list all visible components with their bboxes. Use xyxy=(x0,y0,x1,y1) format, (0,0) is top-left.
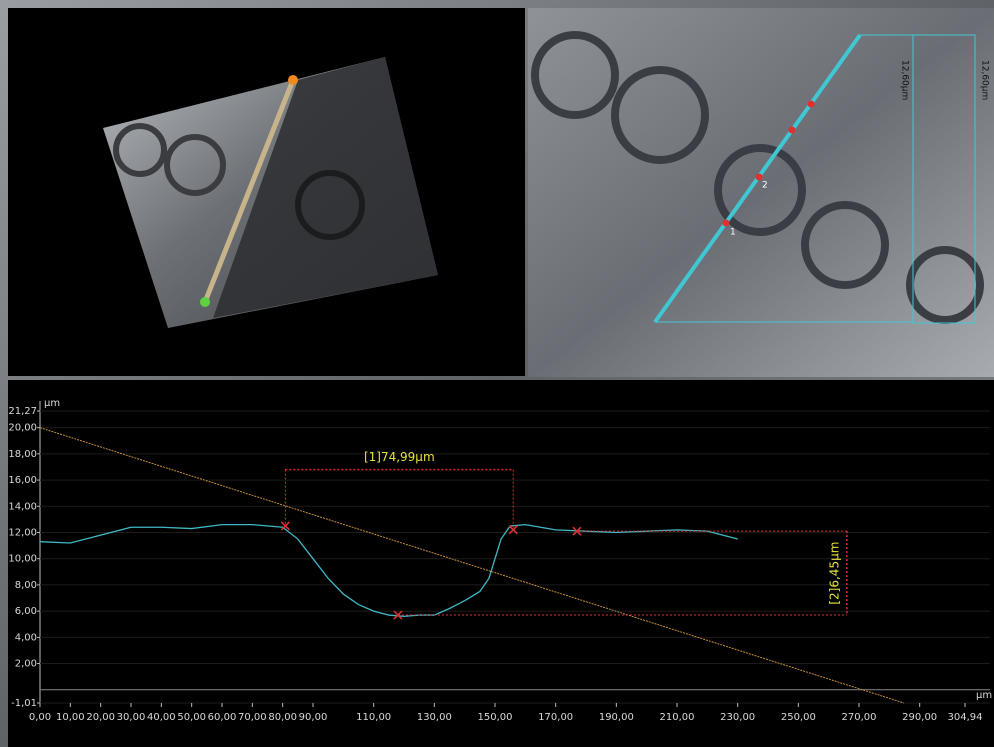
y-tick-label: 21,27 xyxy=(8,406,37,417)
profile-series xyxy=(39,427,905,704)
profile-series xyxy=(39,523,738,618)
profile-line xyxy=(202,79,296,303)
start-point xyxy=(200,297,210,307)
point-marker xyxy=(755,173,763,181)
x-tick-label: 130,00 xyxy=(417,712,452,723)
x-tick-label: 170,00 xyxy=(538,712,573,723)
x-tick-label: 270,00 xyxy=(842,712,877,723)
sample-shadow xyxy=(213,57,438,318)
point-marker xyxy=(788,126,796,134)
x-tick-label: 230,00 xyxy=(720,712,755,723)
x-tick-label: 20,00 xyxy=(86,712,115,723)
point-marker xyxy=(722,219,730,227)
x-tick-label: 190,00 xyxy=(599,712,634,723)
chart-area: µm µm -1,01 2,00 4,00 6,00 8,00 10,00 12,00 14,00… xyxy=(8,398,992,723)
crater xyxy=(714,144,806,236)
point-marker xyxy=(393,610,403,620)
annotation: [2]6,45µm xyxy=(827,542,841,605)
crater xyxy=(531,31,619,119)
crater xyxy=(801,201,889,289)
crater xyxy=(906,246,984,324)
crater xyxy=(164,134,226,196)
view-2d xyxy=(528,8,994,377)
x-tick-label: 210,00 xyxy=(660,712,695,723)
y-tick-label: 18,00 xyxy=(8,449,37,460)
x-tick-label: 150,00 xyxy=(478,712,513,723)
point-marker xyxy=(508,525,518,535)
y-tick-label: 8,00 xyxy=(15,580,37,591)
x-tick-label: 60,00 xyxy=(208,712,237,723)
x-tick-label: 90,00 xyxy=(299,712,328,723)
x-unit: µm xyxy=(976,690,992,701)
scale-label: 12,60µm xyxy=(980,60,990,100)
end-point xyxy=(288,75,298,85)
y-tick-label: 12,00 xyxy=(8,527,37,538)
crater xyxy=(295,170,365,240)
x-tick-label: 110,00 xyxy=(356,712,391,723)
y-tick-label: 6,00 xyxy=(15,606,37,617)
y-tick-label: 14,00 xyxy=(8,501,37,512)
point-marker xyxy=(280,521,290,531)
x-tick-label: 0,00 xyxy=(29,712,51,723)
profile-chart xyxy=(8,380,994,747)
scale-label: 12,60µm xyxy=(900,60,910,100)
x-tick-label: 304,94 xyxy=(948,712,983,723)
x-tick-label: 70,00 xyxy=(238,712,267,723)
crater xyxy=(113,123,167,177)
x-tick-label: 40,00 xyxy=(147,712,176,723)
y-tick-label: 20,00 xyxy=(8,423,37,434)
y-unit: µm xyxy=(44,398,60,409)
x-tick-label: 80,00 xyxy=(268,712,297,723)
y-tick-label: -1,01 xyxy=(11,698,37,709)
y-tick-label: 2,00 xyxy=(15,659,37,670)
x-tick-label: 30,00 xyxy=(117,712,146,723)
x-tick-label: 50,00 xyxy=(177,712,206,723)
roi-box xyxy=(912,34,976,324)
point-marker xyxy=(572,526,582,536)
y-tick-label: 16,00 xyxy=(8,475,37,486)
point-marker xyxy=(807,100,815,108)
x-tick-label: 10,00 xyxy=(56,712,85,723)
point-label: 1 xyxy=(730,228,736,238)
point-label: 2 xyxy=(762,181,768,191)
x-tick-label: 290,00 xyxy=(902,712,937,723)
y-tick-label: 4,00 xyxy=(15,632,37,643)
x-tick-label: 250,00 xyxy=(781,712,816,723)
crater xyxy=(611,66,709,164)
annotation: [1]74,99µm xyxy=(364,450,435,464)
y-tick-label: 10,00 xyxy=(8,554,37,565)
